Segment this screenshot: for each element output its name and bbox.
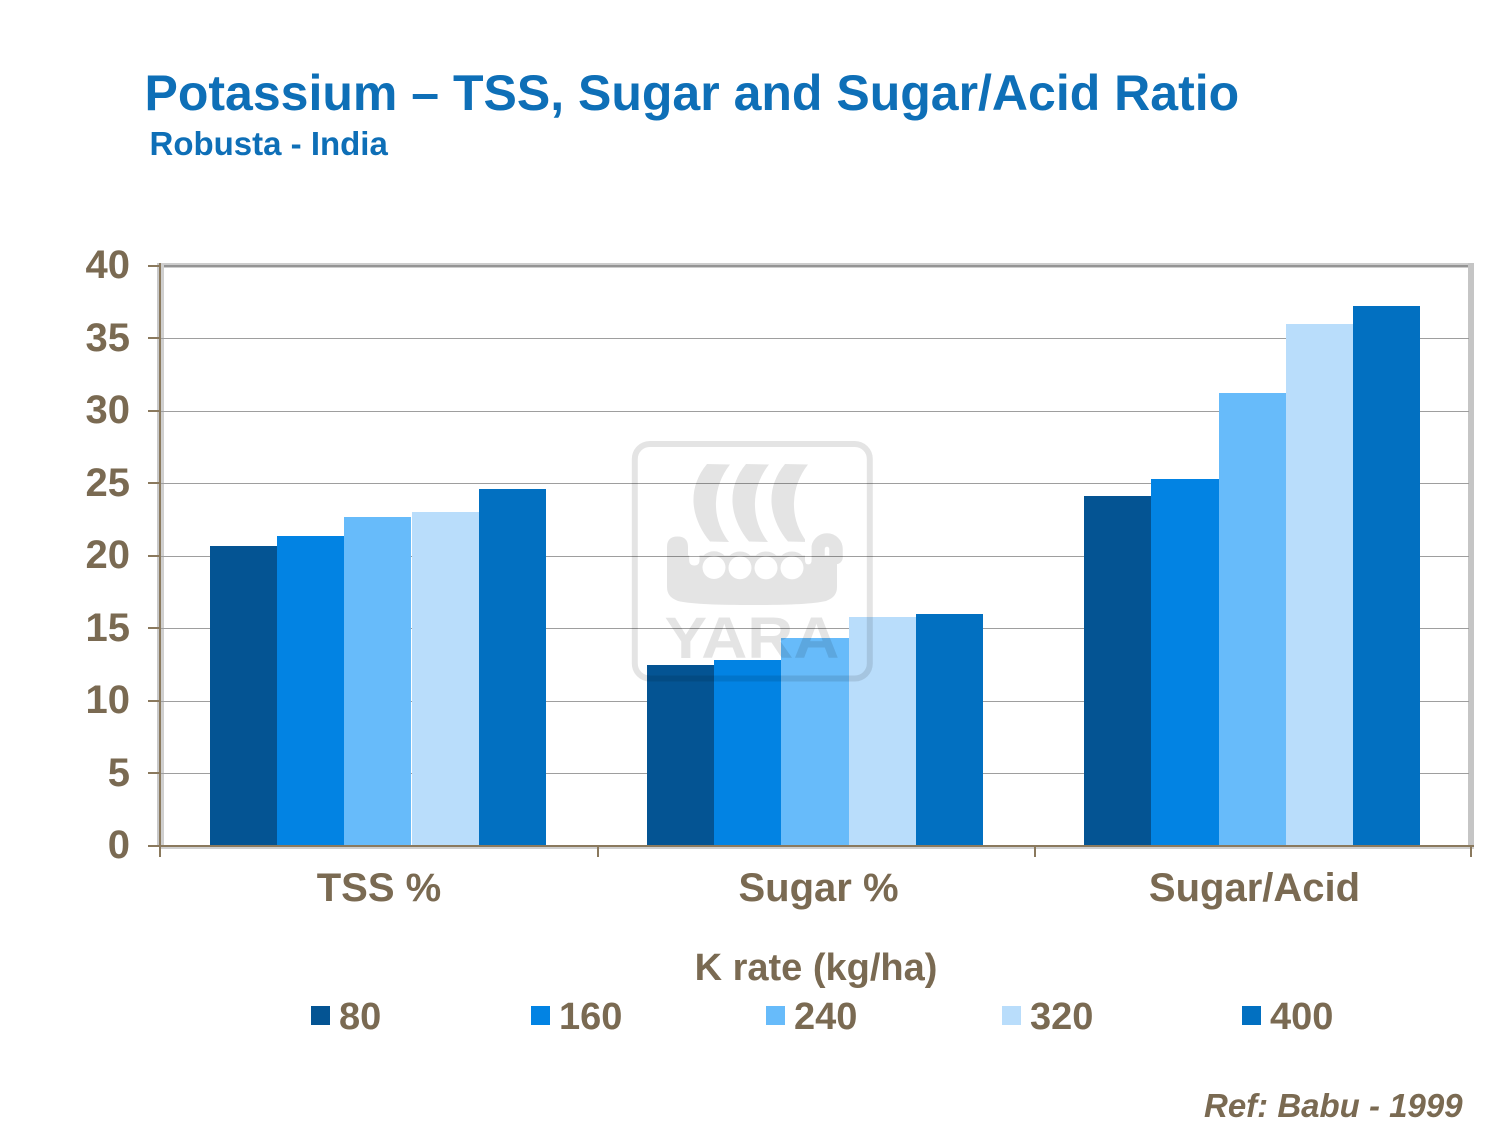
svg-text:YARA: YARA	[665, 606, 840, 671]
